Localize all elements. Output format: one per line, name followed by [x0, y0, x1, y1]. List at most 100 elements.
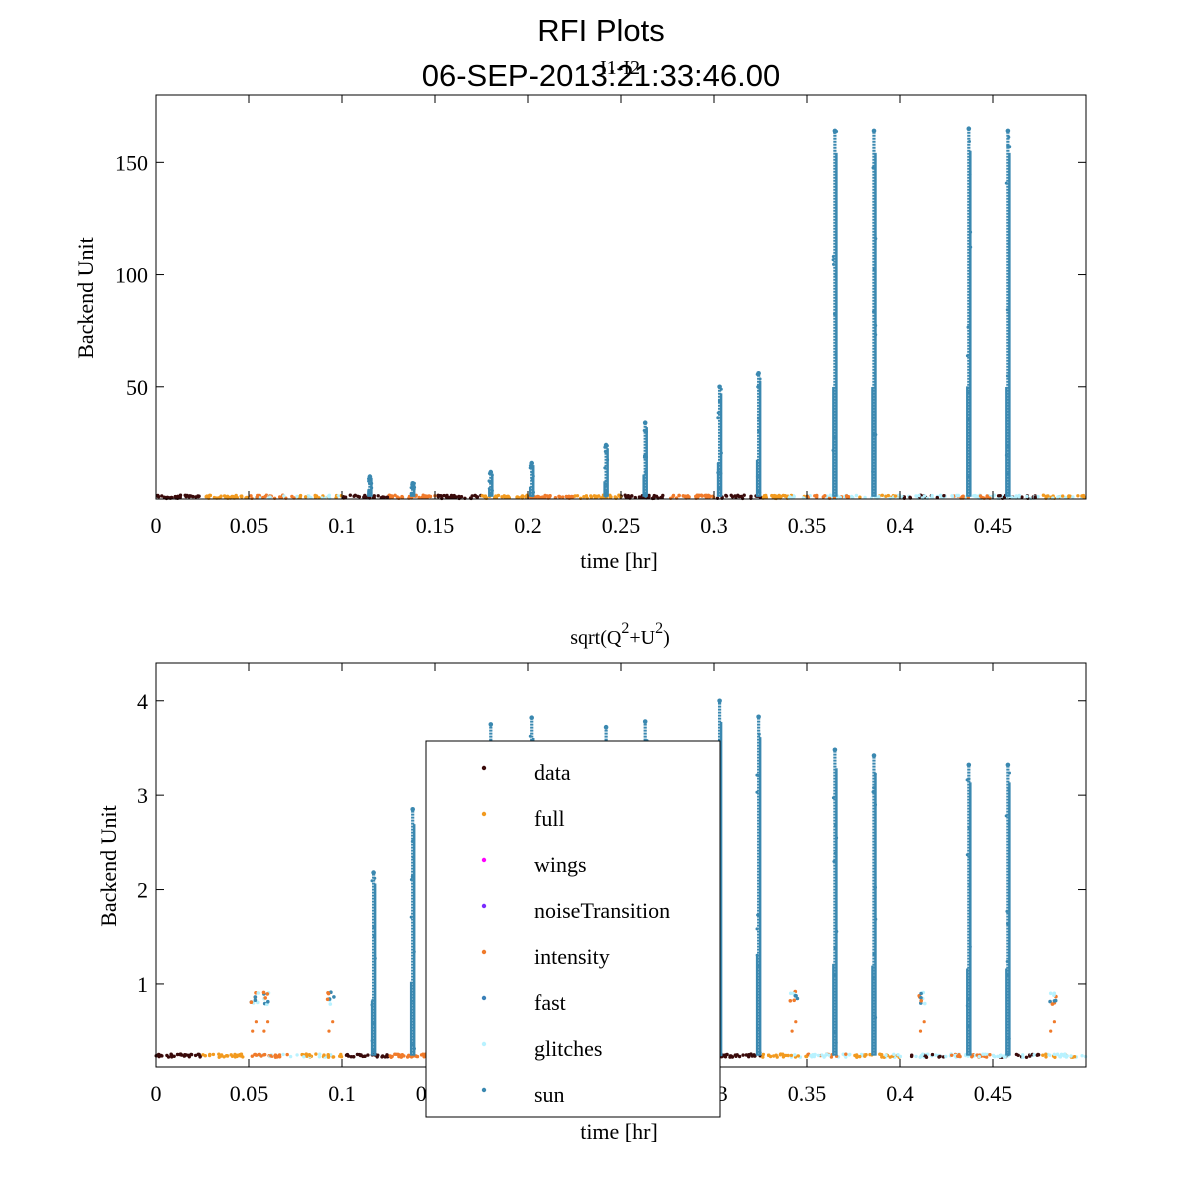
full-point: [880, 1055, 884, 1059]
noise-burst-point: [327, 1029, 331, 1033]
data-point: [160, 494, 164, 498]
sun-spike-peak: [410, 807, 416, 812]
y-tick-label: 1: [137, 972, 148, 997]
sun-point: [874, 803, 877, 807]
glitch-point: [793, 1053, 797, 1057]
data-point: [747, 1055, 751, 1059]
intensity-point: [978, 494, 983, 498]
legend-item-full: full: [481, 806, 565, 831]
y-tick-label: 2: [137, 878, 148, 903]
sun-spike-peak: [871, 753, 877, 758]
data-point: [736, 493, 740, 497]
sun-point: [410, 483, 414, 487]
data-point: [356, 494, 360, 498]
data-point: [155, 494, 160, 498]
sun-point: [718, 701, 722, 705]
sun-point: [967, 777, 971, 781]
legend-label: noiseTransition: [534, 898, 670, 923]
sun-point: [755, 372, 759, 376]
sun-point: [1006, 443, 1010, 447]
sun-point: [409, 878, 413, 882]
sun-point: [966, 475, 970, 479]
x-tick-label: 0.35: [788, 1081, 827, 1106]
full-point: [235, 495, 239, 500]
intensity-point: [567, 494, 571, 498]
sun-point: [874, 333, 878, 337]
sun-point: [831, 796, 835, 800]
full-point: [884, 494, 888, 498]
glitch-point: [977, 1055, 981, 1059]
noise-burst-point: [266, 999, 270, 1004]
sun-point: [968, 945, 972, 949]
sun-point: [1008, 145, 1012, 149]
full-point: [772, 1054, 776, 1058]
sun-point: [755, 773, 759, 777]
legend-item-glitches: glitches: [481, 1036, 602, 1061]
full-point: [494, 495, 498, 499]
full-point: [858, 495, 862, 499]
full-point: [208, 493, 212, 497]
intensity-point: [541, 495, 545, 500]
data-point: [1020, 495, 1024, 499]
data-point: [385, 495, 390, 499]
sun-point: [832, 973, 836, 977]
sun-point: [1005, 374, 1009, 378]
data-point: [183, 1053, 187, 1058]
intensity-point: [548, 494, 552, 498]
sun-point: [603, 450, 607, 453]
sun-spike-peak: [832, 747, 838, 753]
data-point: [376, 494, 380, 498]
full-point: [864, 1053, 868, 1057]
x-tick-label: 0.2: [514, 513, 542, 538]
data-point: [196, 494, 200, 499]
glitch-point: [877, 495, 881, 499]
panel-top-ylabel: Backend Unit: [73, 237, 98, 359]
sun-point: [1007, 1052, 1011, 1056]
full-point: [761, 1052, 766, 1057]
figure-title: RFI Plots: [537, 13, 664, 48]
glitch-point: [1017, 493, 1021, 498]
full-point: [225, 494, 230, 498]
sun-point: [487, 487, 491, 491]
full-point: [1061, 494, 1065, 498]
noise-burst-point: [265, 992, 270, 996]
intensity-point: [253, 1052, 258, 1057]
glitch-point: [1032, 1053, 1036, 1057]
intensity-point: [984, 1055, 989, 1059]
sun-point: [1008, 771, 1011, 775]
panel-top-ticks: 0 0.05 0.1 0.15 0.2 0.25 0.3 0.35 0.4 0.45 50 100 15…: [115, 95, 1086, 538]
panel-bottom-xlabel: time [hr]: [580, 1119, 658, 1144]
full-point: [1044, 1052, 1048, 1056]
sun-point: [757, 732, 761, 736]
data-point: [366, 1053, 370, 1057]
intensity-point: [671, 494, 675, 499]
sun-point: [605, 489, 609, 493]
panel-top: I1-I2 0 0.05 0.1 0.15 0.2 0.25 0.3 0.35 0.4 0.45 5…: [73, 57, 1087, 573]
data-point: [742, 493, 746, 497]
data-point: [749, 1052, 753, 1056]
sun-point: [967, 998, 971, 1002]
sun-point: [371, 999, 375, 1002]
sun-spike-peak: [488, 722, 494, 727]
legend-marker: [481, 995, 487, 1001]
data-point: [996, 494, 1001, 498]
sun-point: [413, 485, 417, 489]
sun-point: [605, 492, 609, 496]
sun-point: [832, 262, 835, 266]
sun-point: [645, 430, 648, 434]
intensity-point: [417, 495, 421, 500]
glitch-point: [1069, 1054, 1073, 1058]
noise-burst-point: [1052, 999, 1057, 1003]
noise-burst-point: [328, 1002, 333, 1006]
sun-point: [412, 481, 416, 485]
glitch-point: [849, 494, 854, 499]
full-point: [298, 493, 303, 498]
full-point: [1080, 494, 1084, 498]
noise-burst-point: [795, 996, 800, 1001]
full-point: [775, 1055, 779, 1059]
legend-label: sun: [534, 1082, 565, 1107]
data-point: [473, 493, 477, 498]
noise-burst-point: [788, 999, 793, 1003]
data-point: [935, 495, 939, 500]
